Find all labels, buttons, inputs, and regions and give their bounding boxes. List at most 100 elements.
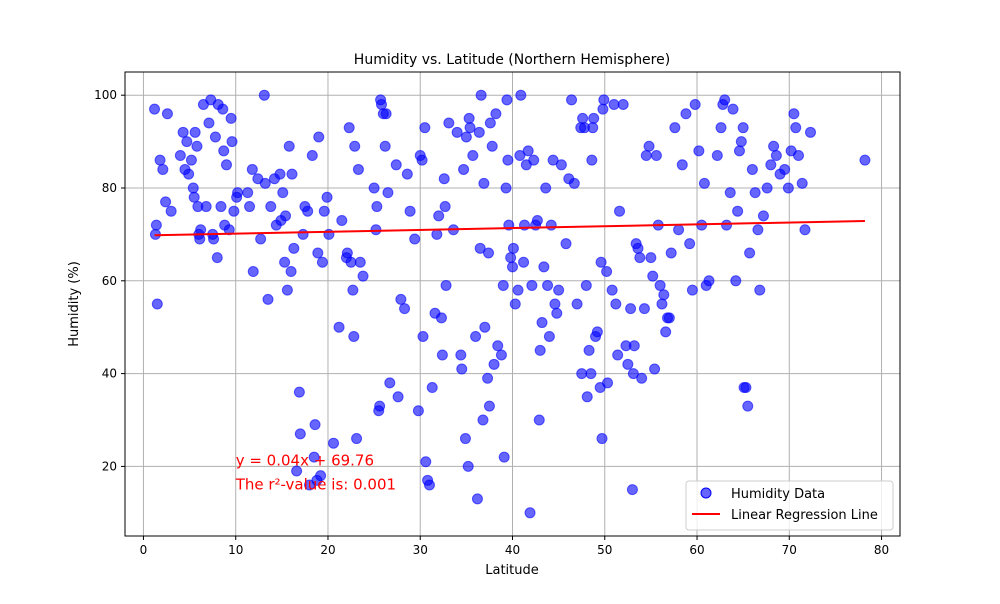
data-point xyxy=(693,145,705,157)
data-point xyxy=(154,154,166,166)
data-point xyxy=(380,108,392,120)
data-point xyxy=(549,298,561,310)
data-point xyxy=(189,126,201,138)
data-point xyxy=(416,154,428,166)
x-tick-label: 70 xyxy=(782,543,797,557)
data-point xyxy=(368,182,380,194)
data-point xyxy=(259,177,271,189)
data-point xyxy=(258,89,270,101)
data-point xyxy=(533,414,545,426)
data-point xyxy=(638,303,650,315)
data-point xyxy=(160,196,172,208)
data-point xyxy=(463,112,475,124)
data-point xyxy=(280,210,292,222)
y-tick-label: 20 xyxy=(102,459,117,473)
x-tick-label: 50 xyxy=(597,543,612,557)
data-point xyxy=(555,159,567,171)
data-point xyxy=(467,150,479,162)
data-point xyxy=(761,182,773,194)
data-point xyxy=(456,363,468,375)
data-point xyxy=(502,154,514,166)
x-tick-label: 10 xyxy=(228,543,243,557)
data-point xyxy=(357,270,369,282)
data-point xyxy=(735,136,747,148)
data-point xyxy=(749,187,761,199)
data-point xyxy=(528,154,540,166)
data-point xyxy=(754,284,766,296)
data-point xyxy=(585,368,597,380)
data-point xyxy=(483,400,495,412)
data-point xyxy=(208,233,220,245)
data-point xyxy=(215,201,227,213)
data-point xyxy=(226,136,238,148)
data-point xyxy=(540,182,552,194)
data-point xyxy=(598,94,610,106)
data-point xyxy=(354,256,366,268)
data-point xyxy=(602,377,614,389)
data-point xyxy=(509,298,521,310)
data-point xyxy=(483,247,495,259)
data-point xyxy=(571,298,583,310)
data-point xyxy=(262,293,274,305)
data-point xyxy=(689,98,701,110)
data-point xyxy=(518,256,530,268)
data-point xyxy=(255,233,267,245)
data-point xyxy=(744,247,756,259)
data-point xyxy=(586,154,598,166)
data-point xyxy=(247,266,259,278)
data-point xyxy=(497,279,509,291)
data-point xyxy=(419,122,431,134)
x-axis-label: Latitude xyxy=(485,563,539,578)
regression-line xyxy=(154,219,865,237)
data-point xyxy=(474,242,486,254)
data-point xyxy=(395,293,407,305)
data-point xyxy=(673,224,685,236)
data-point xyxy=(796,177,808,189)
data-point xyxy=(505,252,517,264)
data-point xyxy=(526,279,538,291)
data-point xyxy=(538,261,550,273)
data-point xyxy=(211,252,223,264)
data-point xyxy=(649,363,661,375)
data-point xyxy=(294,428,306,440)
data-point xyxy=(752,224,764,236)
data-point xyxy=(636,372,648,384)
legend-frame xyxy=(685,480,894,531)
data-point xyxy=(643,140,655,152)
data-point xyxy=(576,368,588,380)
data-point xyxy=(614,205,626,217)
data-point xyxy=(568,177,580,189)
data-point xyxy=(581,391,593,403)
data-point xyxy=(165,205,177,217)
data-point xyxy=(194,233,206,245)
data-point xyxy=(627,368,639,380)
data-point xyxy=(246,163,258,175)
data-point xyxy=(719,94,731,106)
data-point xyxy=(524,507,536,519)
data-point xyxy=(242,187,254,199)
data-point xyxy=(347,284,359,296)
data-point xyxy=(313,131,325,143)
data-point xyxy=(721,219,733,231)
data-point xyxy=(293,386,305,398)
data-point xyxy=(426,382,438,394)
data-point xyxy=(566,94,578,106)
data-point xyxy=(420,456,432,468)
data-point xyxy=(374,400,386,412)
data-point xyxy=(459,433,471,445)
data-point xyxy=(285,266,297,278)
data-point xyxy=(612,349,624,361)
data-point xyxy=(209,131,221,143)
r-squared-text: The r²-value is: 0.001 xyxy=(235,476,396,494)
data-point xyxy=(217,103,229,115)
data-point xyxy=(724,187,736,199)
data-point xyxy=(632,242,644,254)
y-tick-label: 60 xyxy=(102,274,117,288)
legend-label-humidity: Humidity Data xyxy=(731,487,825,502)
data-point xyxy=(475,89,487,101)
data-point xyxy=(596,433,608,445)
data-point xyxy=(790,122,802,134)
data-point xyxy=(608,98,620,110)
data-point xyxy=(309,419,321,431)
